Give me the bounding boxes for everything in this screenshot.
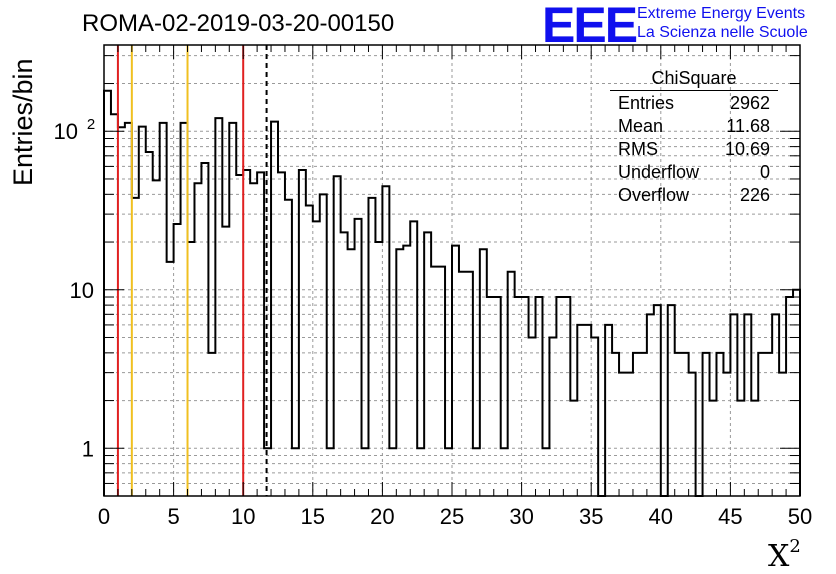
histogram-line — [103, 89, 801, 497]
stats-value: 11.68 — [726, 116, 770, 136]
stats-title: ChiSquare — [610, 68, 778, 91]
y-tick-label: 1 — [82, 436, 94, 461]
x-tick-label: 45 — [718, 504, 742, 529]
stats-row-overflow: Overflow 226 — [610, 184, 778, 207]
x-tick-label: 20 — [370, 504, 394, 529]
stats-value: 226 — [739, 185, 770, 205]
stats-value: 10.69 — [724, 139, 770, 159]
stats-row-underflow: Underflow 0 — [610, 161, 778, 184]
stats-value: 2962 — [729, 93, 770, 113]
eee-logo-mark: EEE — [542, 0, 638, 53]
stats-row-entries: Entries 2962 — [610, 92, 778, 115]
x-axis-label-base: X — [768, 539, 790, 574]
x-axis-label: X2 — [768, 536, 801, 574]
stats-label: Underflow — [618, 162, 700, 182]
stats-row-rms: RMS 10.69 — [610, 138, 778, 161]
stats-box: ChiSquare Entries 2962 Mean 11.68 RMS 10.69… — [610, 68, 778, 207]
y-tick-label: 10 — [70, 278, 94, 303]
x-tick-label: 30 — [509, 504, 533, 529]
x-tick-label: 40 — [649, 504, 673, 529]
stats-label: Entries — [618, 93, 675, 113]
stats-label: Mean — [618, 116, 664, 136]
x-tick-label: 50 — [788, 504, 812, 529]
chart-title: ROMA-02-2019-03-20-00150 — [82, 10, 395, 37]
stats-value: 0 — [759, 162, 770, 182]
y-tick-label-exponent: 2 — [87, 116, 95, 133]
x-tick-label: 5 — [167, 504, 179, 529]
x-tick-label: 10 — [231, 504, 255, 529]
x-tick-label: 25 — [440, 504, 464, 529]
x-tick-label: 15 — [301, 504, 325, 529]
logo-line-2: La Scienza nelle Scuole — [637, 24, 808, 41]
stats-label: RMS — [618, 139, 658, 159]
x-tick-label: 35 — [579, 504, 603, 529]
x-axis-label-sup: 2 — [789, 536, 801, 557]
stats-row-mean: Mean 11.68 — [610, 115, 778, 138]
stats-label: Overflow — [618, 185, 690, 205]
x-tick-label: 0 — [98, 504, 110, 529]
logo-line-1: Extreme Energy Events — [637, 5, 806, 22]
eee-logo-text: Extreme Energy Events La Scienza nelle S… — [637, 4, 808, 42]
y-tick-label: 10 — [54, 119, 78, 144]
